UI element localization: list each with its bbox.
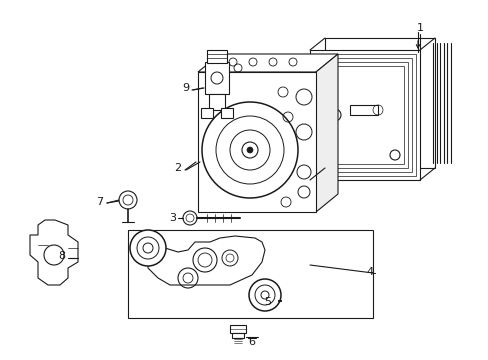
Polygon shape (315, 54, 337, 212)
Polygon shape (325, 38, 434, 168)
Bar (291, 70, 311, 105)
Circle shape (202, 102, 297, 198)
Polygon shape (148, 236, 264, 285)
Bar (309, 50, 419, 180)
Bar (201, 108, 213, 118)
Bar (295, 77, 307, 85)
Bar (229, 325, 245, 333)
Bar (231, 333, 244, 338)
Polygon shape (198, 54, 337, 72)
Text: 6: 6 (248, 337, 255, 347)
Text: 3: 3 (169, 213, 176, 223)
Text: 4: 4 (366, 267, 373, 277)
Circle shape (242, 142, 258, 158)
Text: 2: 2 (174, 163, 181, 173)
Text: 1: 1 (416, 23, 423, 33)
Bar (221, 108, 232, 118)
Circle shape (248, 279, 281, 311)
Bar (325, 66, 403, 164)
Text: 5: 5 (264, 297, 271, 307)
Bar (128, 230, 372, 318)
Bar (204, 62, 228, 94)
Bar (198, 72, 315, 212)
Polygon shape (30, 220, 78, 285)
Text: 9: 9 (182, 83, 189, 93)
Bar (313, 54, 415, 176)
Circle shape (216, 116, 284, 184)
Bar (321, 62, 407, 168)
Text: 8: 8 (59, 251, 65, 261)
Bar (208, 94, 224, 110)
Text: 7: 7 (96, 197, 103, 207)
Bar (349, 105, 377, 115)
Circle shape (246, 147, 252, 153)
Bar (317, 58, 411, 172)
Bar (206, 50, 226, 63)
Circle shape (130, 230, 165, 266)
Circle shape (229, 130, 269, 170)
